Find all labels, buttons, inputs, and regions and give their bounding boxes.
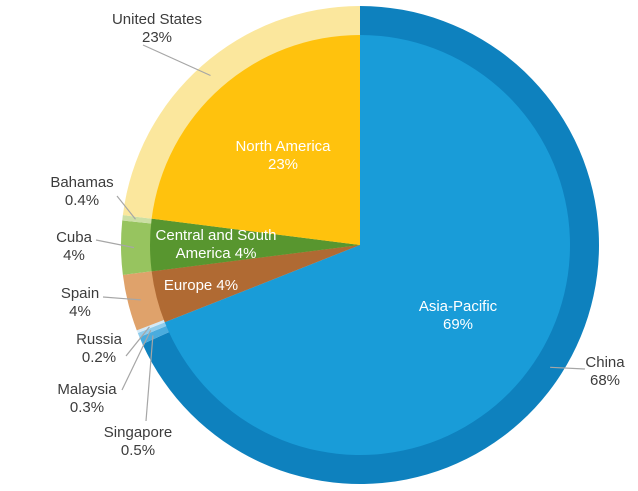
inner-label-central-and-south-america: Central and South America 4% bbox=[156, 227, 277, 262]
outer-label-line: 0.2% bbox=[82, 349, 116, 366]
inner-label-europe: Europe 4% bbox=[164, 277, 238, 294]
outer-label-line: 68% bbox=[590, 372, 620, 389]
outer-label-line: 0.4% bbox=[65, 192, 99, 209]
outer-label-bahamas: Bahamas 0.4% bbox=[50, 174, 113, 209]
inner-label-line: 23% bbox=[268, 156, 298, 173]
inner-slice-europe bbox=[151, 245, 360, 323]
leader-line-malaysia bbox=[121, 329, 152, 391]
outer-label-line: Spain bbox=[61, 285, 99, 302]
leader-line-china bbox=[550, 366, 586, 370]
outer-label-line: Bahamas bbox=[50, 174, 113, 191]
outer-label-line: China bbox=[585, 354, 625, 371]
outer-label-spain: Spain 4% bbox=[61, 285, 99, 320]
outer-label-line: 0.3% bbox=[70, 399, 104, 416]
inner-label-north-america: North America 23% bbox=[235, 138, 331, 173]
inner-label-line: Europe 4% bbox=[164, 277, 238, 294]
inner-slice-asia-pacific bbox=[164, 35, 571, 455]
leader-line-bahamas bbox=[116, 195, 136, 220]
outer-label-line: Malaysia bbox=[57, 381, 117, 398]
outer-label-china: China 68% bbox=[585, 354, 625, 389]
outer-label-russia: Russia 0.2% bbox=[76, 331, 123, 366]
outer-label-line: 4% bbox=[63, 247, 85, 264]
leader-line-cuba bbox=[95, 239, 135, 249]
inner-label-asia-pacific: Asia-Pacific 69% bbox=[419, 298, 498, 333]
inner-label-line: 69% bbox=[443, 316, 473, 333]
leader-line-united-states bbox=[142, 44, 211, 77]
outer-label-line: Singapore bbox=[104, 424, 172, 441]
inner-label-line: America 4% bbox=[176, 245, 257, 262]
leader-line-spain bbox=[102, 296, 141, 301]
outer-label-malaysia: Malaysia 0.3% bbox=[57, 381, 117, 416]
leader-line-russia bbox=[125, 326, 150, 357]
inner-slice-north-america bbox=[151, 35, 360, 245]
outer-label-line: 0.5% bbox=[121, 442, 155, 459]
outer-label-line: 23% bbox=[142, 29, 172, 46]
inner-label-line: North America bbox=[235, 138, 331, 155]
inner-label-line: Asia-Pacific bbox=[419, 298, 498, 315]
outer-label-cuba: Cuba 4% bbox=[56, 229, 93, 264]
outer-label-line: Cuba bbox=[56, 229, 93, 246]
outer-label-line: Russia bbox=[76, 331, 123, 348]
outer-label-line: United States bbox=[112, 11, 202, 28]
inner-slice-central-and-south-america bbox=[150, 218, 360, 272]
outer-label-united-states: United States 23% bbox=[112, 11, 202, 46]
outer-label-line: 4% bbox=[69, 303, 91, 320]
leader-line-singapore bbox=[145, 335, 154, 422]
inner-label-line: Central and South bbox=[156, 227, 277, 244]
outer-label-singapore: Singapore 0.5% bbox=[104, 424, 172, 459]
